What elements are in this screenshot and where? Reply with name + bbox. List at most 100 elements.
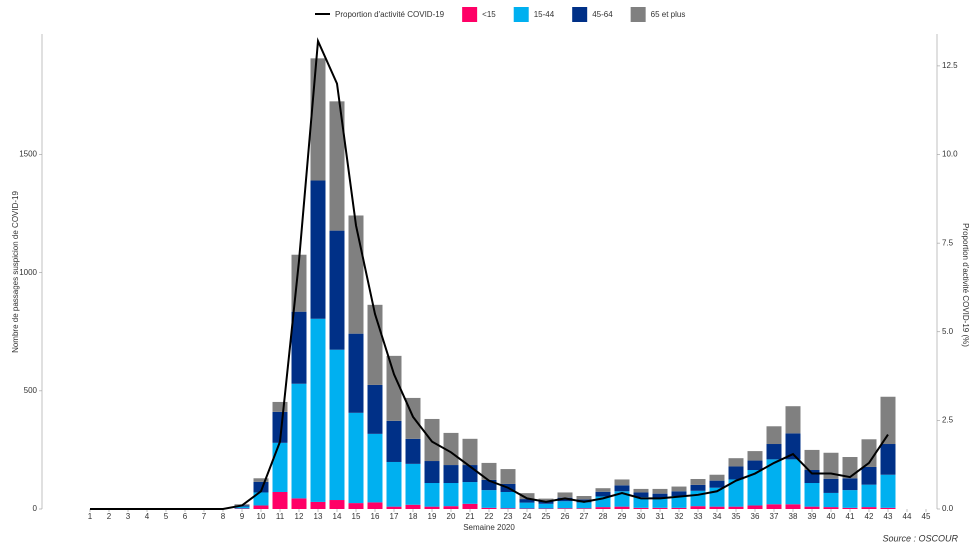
x-tick-label: 28 [599,512,608,521]
bar-segment [633,488,649,493]
bar-segment [329,349,345,501]
bar-segment [500,491,516,509]
bar-segment [272,491,288,509]
x-tick-label: 13 [314,512,323,521]
bar-segment [443,483,459,507]
bar-segment [785,459,801,505]
bar-segment [766,426,782,445]
bar-segment [823,507,839,509]
bar-segment [519,499,535,503]
x-tick-label: 15 [352,512,361,521]
bar-segment [823,452,839,479]
legend-label: Proportion d'activité COVID-19 [335,10,445,19]
bar-segment [785,433,801,460]
bar-segment [424,483,440,507]
x-tick-label: 33 [694,512,703,521]
bar-segment [614,479,630,486]
x-tick-label: 39 [808,512,817,521]
y-tick-label: 0 [33,504,38,513]
y2-axis-label: Proportion d'activité COVID-19 (%) [961,223,970,347]
bar-segment [652,498,668,508]
bar-segment [424,418,440,462]
bar-segment [728,479,744,507]
x-tick-label: 9 [240,512,245,521]
y-axis-label: Nombre de passages suspicion de COVID-19 [11,191,20,353]
x-tick-label: 43 [884,512,893,521]
x-tick-label: 27 [580,512,589,521]
bar-segment [234,506,250,509]
bar-segment [443,465,459,484]
bar-segment [671,507,687,509]
bar-segment [310,318,326,502]
bar-segment [291,311,307,384]
x-tick-label: 38 [789,512,798,521]
bar-segment [462,438,478,466]
y2-tick-label: 2.5 [942,415,954,424]
bar-segment [633,492,649,498]
bar-segment [348,333,364,413]
x-tick-label: 21 [466,512,475,521]
bar-segment [481,462,497,480]
bar-segment [842,507,858,509]
bar-segment [348,503,364,509]
bar-segment [595,507,611,509]
x-tick-label: 20 [447,512,456,521]
bar-segment [462,503,478,509]
bar-segment [386,420,402,462]
bar-segment [576,508,592,509]
bar-segment [424,461,440,484]
bar-segment [880,507,896,509]
bar-segment [519,502,535,509]
bar-segment [595,496,611,508]
bar-segment [652,488,668,494]
bar-segment [291,383,307,499]
x-axis-label: Semaine 2020 [463,523,515,532]
bar-segment [747,505,763,509]
legend-swatch [630,7,646,22]
y2-tick-label: 5.0 [942,327,954,336]
bar-segment [576,502,592,509]
bar-segment [671,491,687,497]
x-tick-label: 7 [202,512,207,521]
bar-segment [253,505,269,509]
bar-segment [633,497,649,508]
bar-segment [823,492,839,508]
bar-segment [766,444,782,460]
x-tick-label: 1 [88,512,93,521]
bar-segment [576,496,592,500]
legend-swatch [462,7,478,22]
x-tick-label: 18 [409,512,418,521]
x-tick-label: 3 [126,512,131,521]
x-tick-label: 29 [618,512,627,521]
x-tick-label: 14 [333,512,342,521]
bar-segment [652,507,668,509]
bar-segment [329,230,345,350]
bar-segment [709,474,725,481]
legend-label: 45-64 [592,10,613,19]
legend-label: 15-44 [534,10,555,19]
bar-segment [500,469,516,484]
bar-segment [842,490,858,508]
bar-segment [595,488,611,492]
bar-segment [386,355,402,421]
bar-segment [766,459,782,505]
bar-segment [728,506,744,509]
bar-segment [880,474,896,508]
bar-segment [671,496,687,508]
bar-segment [538,503,554,509]
bar-segment [785,406,801,434]
bar-segment [842,457,858,479]
x-tick-label: 19 [428,512,437,521]
legend-swatch [572,7,588,22]
y-tick-label: 500 [24,386,38,395]
bar-segment [747,451,763,461]
source: Source : OSCOUR [882,533,958,543]
bar-segment [614,485,630,492]
bar-segment [804,449,820,471]
y-tick-label: 1000 [19,268,37,277]
x-tick-label: 4 [145,512,150,521]
x-tick-label: 10 [257,512,266,521]
y2-tick-label: 12.5 [942,61,958,70]
x-tick-label: 30 [637,512,646,521]
bar-segment [880,396,896,445]
